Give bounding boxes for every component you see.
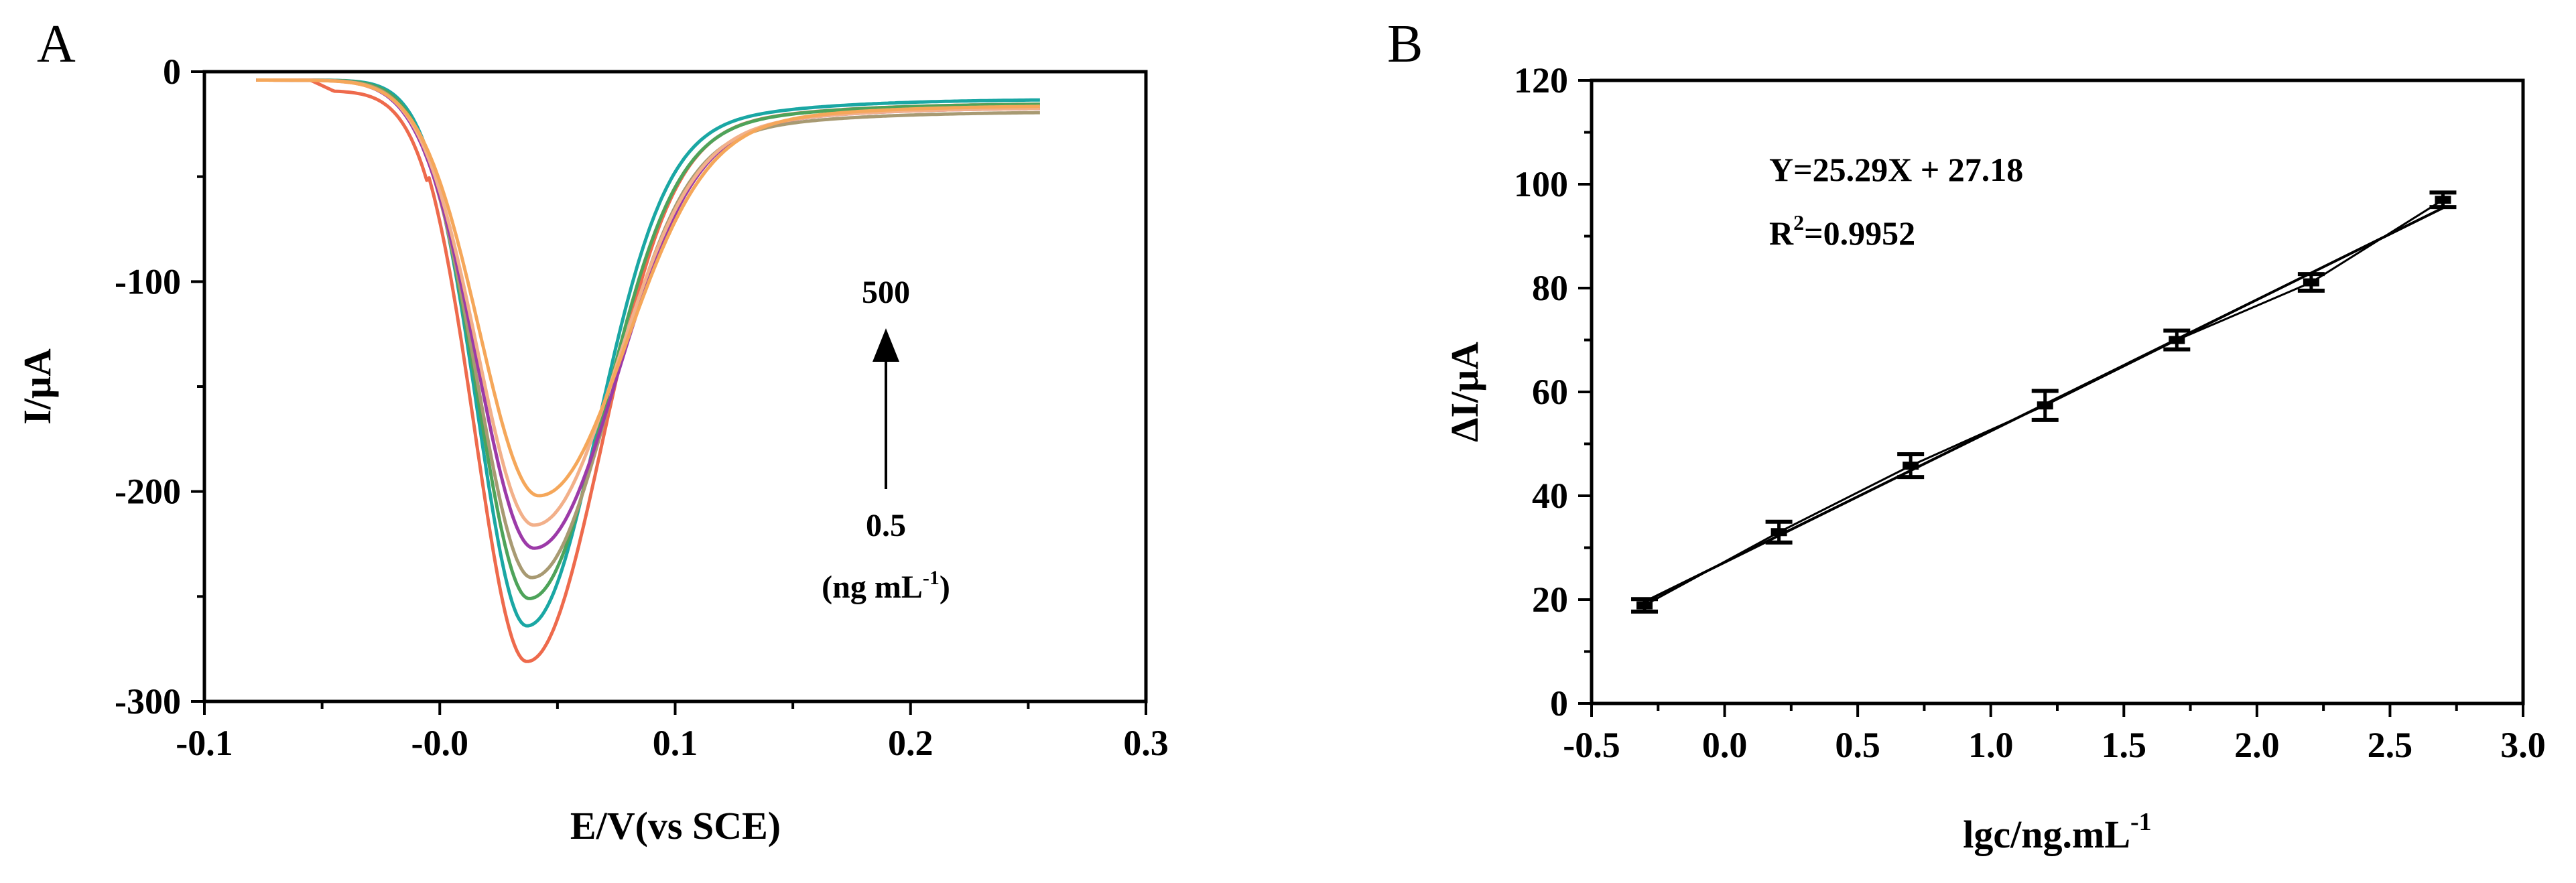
r-squared-prefix: R <box>1769 214 1794 252</box>
panel-a-y-tick-label: -100 <box>115 261 181 301</box>
r-squared-exp: 2 <box>1793 210 1804 234</box>
panel-b-y-tick-label: 120 <box>1514 60 1568 100</box>
panel-b-points <box>1631 190 2457 614</box>
annotation-unit-main: (ng mL <box>822 569 923 605</box>
panel-a: A -0.1 -0.0 0.1 0.2 0.3 0 -100 -200 -300 E/V(vs… <box>15 15 1169 847</box>
panel-b-y-tick-label: 20 <box>1532 580 1568 620</box>
panel-a-x-tick-label: -0.0 <box>411 723 468 763</box>
panel-a-x-ticks: -0.1 -0.0 0.1 0.2 0.3 <box>176 701 1169 763</box>
panel-a-y-axis-label: I/μA <box>15 348 59 425</box>
cv-curve-160 <box>256 78 1040 527</box>
panel-b-y-axis-label: ΔI/μA <box>1443 342 1486 442</box>
r-squared-value: =0.9952 <box>1804 214 1915 252</box>
data-point-group <box>1631 597 1659 614</box>
panel-a-y-tick-label: 0 <box>163 52 181 92</box>
panel-a-x-tick-label: 0.1 <box>653 723 698 763</box>
panel-b-x-tick-label: 3.0 <box>2500 725 2546 765</box>
r-squared-text: R2=0.9952 <box>1769 210 1915 252</box>
panel-b-y-tick-label: 60 <box>1532 372 1568 412</box>
panel-b-x-tick-label: 2.5 <box>2368 725 2413 765</box>
data-point-group <box>1765 519 1793 545</box>
panel-b-y-tick-label: 80 <box>1532 268 1568 308</box>
cv-curve-16 <box>256 78 1040 580</box>
annotation-unit: (ng mL-1) <box>822 567 950 605</box>
panel-a-x-tick-label: 0.3 <box>1123 723 1169 763</box>
panel-a-x-axis-label: E/V(vs SCE) <box>570 804 781 847</box>
equation-text: Y=25.29X + 27.18 <box>1769 151 2023 188</box>
panel-a-y-tick-label: -200 <box>115 472 181 512</box>
data-point <box>2169 336 2185 344</box>
panel-a-y-ticks: 0 -100 -200 -300 <box>115 52 204 722</box>
panel-b-x-tick-label: 1.0 <box>1968 725 2014 765</box>
annotation-arrow-head <box>873 328 899 362</box>
panel-b: B -0.5 0.0 0.5 1.0 1.5 2.0 2.5 3.0 0 20 40 60 80 100… <box>1387 15 2546 856</box>
panel-b-y-tick-label: 0 <box>1550 683 1568 724</box>
panel-a-curves <box>256 78 1040 663</box>
cv-curve-1.6 <box>256 78 1040 628</box>
data-point <box>2037 401 2053 410</box>
data-point-group <box>2031 389 2059 422</box>
panel-a-x-tick-label: -0.1 <box>176 723 233 763</box>
panel-b-x-tick-label: 0.0 <box>1702 725 1748 765</box>
annotation-unit-close: ) <box>940 569 950 605</box>
panel-b-x-tick-label: -0.5 <box>1563 725 1620 765</box>
annotation-bottom-value: 0.5 <box>866 508 906 543</box>
data-point <box>1903 462 1919 470</box>
panel-a-x-tick-label: 0.2 <box>888 723 933 763</box>
panel-a-y-tick-label: -300 <box>115 681 181 722</box>
data-point <box>1770 528 1787 537</box>
data-point-group <box>2297 272 2325 293</box>
cv-curve-50 <box>256 78 1040 550</box>
data-point <box>2435 196 2451 204</box>
data-point <box>2303 278 2319 287</box>
panel-b-x-tick-label: 0.5 <box>1835 725 1880 765</box>
data-point <box>1636 601 1653 610</box>
panel-b-y-tick-label: 100 <box>1514 164 1568 204</box>
panel-b-x-tick-label: 1.5 <box>2102 725 2147 765</box>
data-point-group <box>2429 190 2457 210</box>
panel-a-frame <box>202 70 1148 703</box>
cv-curve-5 <box>256 78 1040 600</box>
cv-curve-500 <box>256 78 1040 498</box>
annotation-unit-exp: -1 <box>923 567 940 589</box>
panel-b-x-label-exp: -1 <box>2130 808 2152 836</box>
data-point-group <box>2163 328 2191 352</box>
panel-a-label: A <box>37 15 76 74</box>
data-point-group <box>1897 452 1925 480</box>
panel-b-x-tick-label: 2.0 <box>2234 725 2280 765</box>
panel-b-y-ticks: 0 20 40 60 80 100 120 <box>1514 60 1592 724</box>
panel-b-x-axis-label: lgc/ng.mL-1 <box>1963 808 2151 856</box>
annotation-top-value: 500 <box>862 275 910 310</box>
panel-b-x-label-main: lgc/ng.mL <box>1963 813 2130 856</box>
panel-b-y-tick-label: 40 <box>1532 476 1568 516</box>
panel-b-label: B <box>1387 15 1423 74</box>
panel-b-x-ticks: -0.5 0.0 0.5 1.0 1.5 2.0 2.5 3.0 <box>1563 703 2546 765</box>
